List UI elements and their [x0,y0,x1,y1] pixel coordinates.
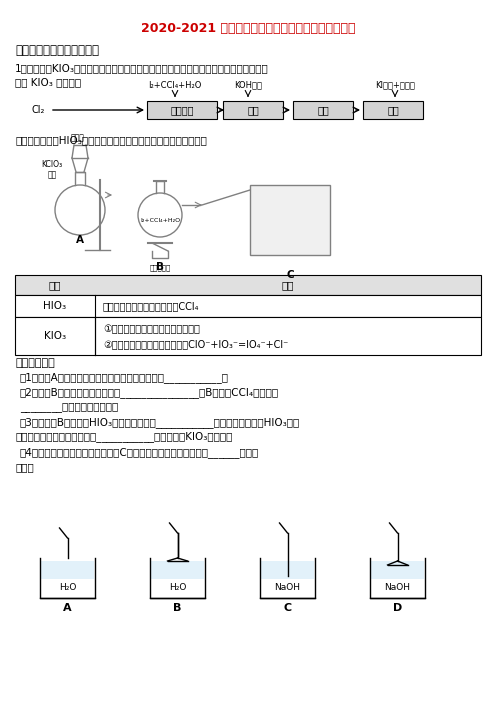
Text: 检测: 检测 [387,105,399,115]
Text: 浓硫酸: 浓硫酸 [71,133,85,143]
Bar [371,561,424,579]
Text: 酒精灯加热: 酒精灯加热 [149,265,171,271]
Text: B: B [156,262,164,272]
Text: （3）分离出B中制得的HIO₃水溶液的操作为___________；中和之前，需将HIO₃溶液: （3）分离出B中制得的HIO₃水溶液的操作为___________；中和之前，需… [20,418,300,428]
Text: （2）装置B中反应的化学方程式为_______________，B中所加CCl₄的作用是: （2）装置B中反应的化学方程式为_______________，B中所加CCl₄… [20,388,279,399]
Text: 其中制取碘酸（HIO₃）的实验装置见图，有关物质的性质列于表中: 其中制取碘酸（HIO₃）的实验装置见图，有关物质的性质列于表中 [15,135,207,145]
Text: 物质: 物质 [49,280,61,290]
Text: ①白色固体，能溶于水，难溶于乙醇: ①白色固体，能溶于水，难溶于乙醇 [103,324,200,334]
Text: C: C [286,270,294,280]
Text: KIO₃: KIO₃ [44,331,66,341]
Bar [41,561,94,579]
Bar [250,185,330,255]
Bar [15,317,481,355]
Text: 制取碘酸: 制取碘酸 [170,105,194,115]
Text: （4）为充分吸收尾气，保护环境，C处应选用最适合的实验装置是______（填序: （4）为充分吸收尾气，保护环境，C处应选用最适合的实验装置是______（填序 [20,448,259,458]
Text: NaOH: NaOH [274,583,301,592]
Text: HIO₃: HIO₃ [44,301,66,311]
Text: NaOH: NaOH [384,583,411,592]
Text: A: A [76,235,84,245]
Text: 性质: 性质 [282,280,294,290]
Text: 白色固体，能溶于水，难溶于CCl₄: 白色固体，能溶于水，难溶于CCl₄ [103,301,199,311]
Bar [15,275,481,295]
Text: I₂+CCl₄+H₂O: I₂+CCl₄+H₂O [148,81,202,89]
Text: C: C [283,603,292,613]
Text: 中和: 中和 [247,105,259,115]
Bar [363,101,423,119]
Bar [15,295,481,317]
Text: H₂O: H₂O [59,583,76,592]
Bar [151,561,204,579]
Text: 2020-2021 高考化学氧化还原反应综合题及详细答案: 2020-2021 高考化学氧化还原反应综合题及详细答案 [141,22,355,34]
Text: 号）。: 号）。 [15,462,34,472]
Text: Cl₂: Cl₂ [32,105,45,115]
Text: 品中 KIO₃ 的纯度：: 品中 KIO₃ 的纯度： [15,77,81,87]
Text: 分离: 分离 [317,105,329,115]
Text: 煮沸至接近于无色，其目的是___________，避免降低KIO₃的产率。: 煮沸至接近于无色，其目的是___________，避免降低KIO₃的产率。 [15,432,232,442]
Text: KClO₃
固体: KClO₃ 固体 [42,160,62,180]
Text: A: A [63,603,72,613]
Text: B: B [173,603,182,613]
Text: KI溶液+稀盐酸: KI溶液+稀盐酸 [375,81,415,89]
Text: I₂+CCl₄+H₂O: I₂+CCl₄+H₂O [140,218,180,223]
Text: 1．碘酸钾（KIO₃）是重要的微量元素碘添加剂。实验室设计下列实验流程制取并测定产: 1．碘酸钾（KIO₃）是重要的微量元素碘添加剂。实验室设计下列实验流程制取并测定… [15,63,269,73]
Text: （1）装置A中参加反应的盐酸所表现的化学性质为___________。: （1）装置A中参加反应的盐酸所表现的化学性质为___________。 [20,373,229,383]
Bar [261,561,314,579]
Text: 回答下列问题: 回答下列问题 [15,358,55,368]
Text: D: D [393,603,402,613]
Text: ________从而加快反应速率。: ________从而加快反应速率。 [20,402,118,412]
Bar [147,101,217,119]
Bar [223,101,283,119]
Text: H₂O: H₂O [169,583,186,592]
Text: KOH溶液: KOH溶液 [234,81,262,89]
Text: ②碱性条件下易发生氧化反应：ClO⁻+IO₃⁻=IO₄⁻+Cl⁻: ②碱性条件下易发生氧化反应：ClO⁻+IO₃⁻=IO₄⁻+Cl⁻ [103,339,288,349]
Bar [293,101,353,119]
Text: 一、高中化学氧化还原反应: 一、高中化学氧化还原反应 [15,44,99,56]
